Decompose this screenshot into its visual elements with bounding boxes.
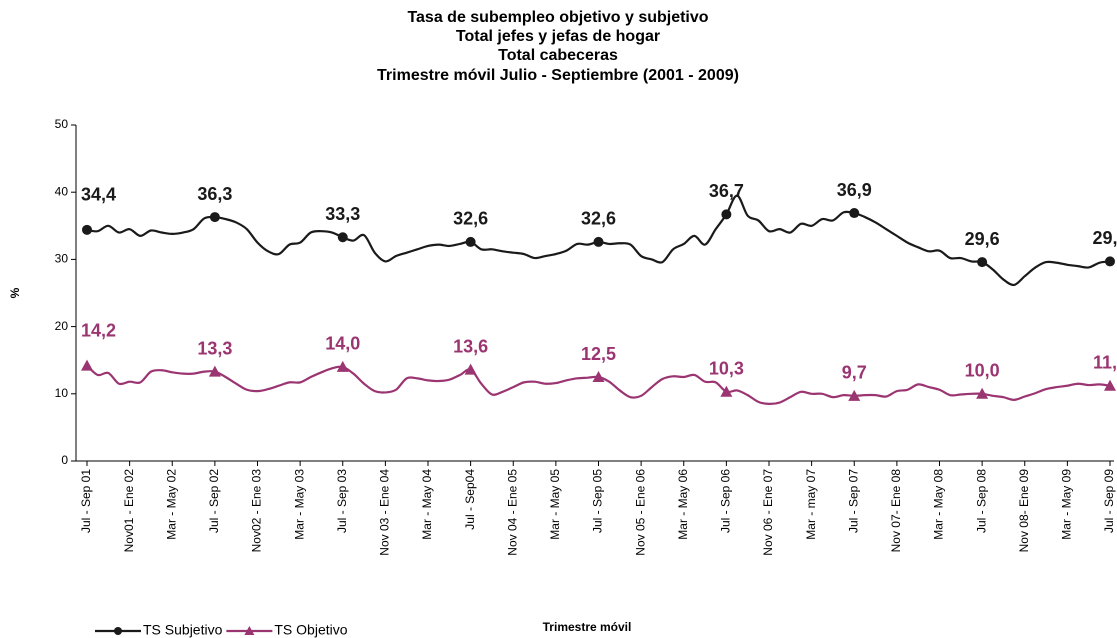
legend-label: TS Subjetivo — [143, 622, 223, 638]
marker — [81, 359, 93, 371]
data-label: 32,6 — [581, 209, 616, 229]
x-tick-label: Nov01 - Ene 02 — [122, 469, 136, 553]
x-tick-label: Jul - Sep 08 — [974, 469, 988, 533]
x-tick-label: Mar - May 06 — [676, 469, 690, 540]
x-tick-label: Mar - May 04 — [420, 469, 434, 540]
marker — [114, 627, 122, 635]
marker — [849, 208, 860, 219]
x-tick-label: Nov 03 - Ene 04 — [378, 469, 392, 556]
data-label: 36,7 — [709, 181, 744, 201]
x-tick-label: Jul - Sep 05 — [591, 469, 605, 533]
chart-title: Total jefes y jefas de hogar — [456, 28, 660, 45]
data-label: 13,3 — [197, 338, 232, 358]
x-tick-label: Nov 06 - Ene 07 — [761, 469, 775, 556]
x-tick-label: Nov 04 - Ene 05 — [505, 469, 519, 556]
y-tick-label: 20 — [55, 319, 69, 333]
x-tick-label: Jul - Sep 03 — [335, 469, 349, 533]
marker — [244, 626, 255, 635]
data-label: 13,6 — [453, 336, 488, 356]
y-tick-label: 40 — [55, 184, 69, 198]
marker — [208, 365, 221, 377]
x-tick-label: Nov 08- Ene 09 — [1017, 469, 1031, 553]
y-tick-label: 30 — [55, 252, 69, 266]
marker — [209, 212, 220, 223]
x-tick-label: Jul - Sep 06 — [719, 469, 733, 533]
x-tick-label: Mar - may 07 — [804, 469, 818, 540]
x-tick-label: Mar - May 05 — [548, 469, 562, 540]
marker — [977, 257, 988, 268]
marker — [336, 360, 349, 372]
y-tick-label: 50 — [55, 117, 69, 131]
data-label: 34,4 — [81, 185, 116, 205]
data-label: 14,0 — [325, 334, 360, 354]
data-label: 33,3 — [325, 204, 360, 224]
data-label: 32,6 — [453, 209, 488, 229]
marker — [82, 224, 92, 235]
marker — [720, 385, 733, 397]
data-label: 14,2 — [81, 320, 116, 340]
marker — [1104, 379, 1116, 391]
x-tick-label: Mar - May 03 — [292, 469, 306, 540]
marker — [464, 363, 477, 375]
data-label: 36,3 — [197, 184, 232, 204]
x-tick-label: Mar - May 08 — [932, 469, 946, 540]
data-label: 11,2 — [1093, 352, 1117, 372]
marker — [848, 389, 861, 401]
data-label: 12,5 — [581, 344, 616, 364]
marker — [1105, 256, 1115, 267]
x-tick-label: Jul - Sep 02 — [207, 469, 221, 533]
marker — [465, 236, 476, 247]
x-tick-label: Jul - Sep04 — [463, 469, 477, 530]
x-tick-label: Jul - Sep 09 — [1102, 469, 1116, 533]
x-tick-label: Mar - May 02 — [164, 469, 178, 540]
data-label: 29,6 — [965, 229, 1000, 249]
y-tick-label: 0 — [61, 453, 68, 467]
data-label: 10,3 — [709, 359, 744, 379]
y-axis-label: % — [8, 287, 22, 298]
x-tick-label: Nov02 - Ene 03 — [250, 469, 264, 553]
marker — [593, 236, 604, 247]
marker — [976, 387, 989, 399]
data-label: 29,7 — [1092, 228, 1117, 248]
x-tick-label: Nov 07- Ene 08 — [889, 469, 903, 553]
x-tick-label: Jul - Sep 01 — [79, 469, 93, 533]
x-tick-label: Jul - Sep 07 — [846, 469, 860, 533]
y-tick-label: 10 — [55, 386, 69, 400]
chart-title: Trimestre móvil Julio - Septiembre (2001… — [377, 67, 739, 84]
marker — [592, 371, 605, 382]
x-tick-label: Mar - May 09 — [1060, 469, 1074, 540]
data-label: 36,9 — [837, 180, 872, 200]
data-label: 9,7 — [842, 363, 867, 383]
legend-label: TS Objetivo — [274, 622, 347, 638]
x-axis-label: Trimestre móvil — [543, 620, 632, 634]
x-tick-label: Nov 05 - Ene 06 — [633, 469, 647, 556]
data-label: 10,0 — [965, 361, 1000, 381]
marker — [337, 232, 348, 243]
chart-title: Total cabeceras — [498, 47, 618, 64]
marker — [721, 209, 732, 220]
chart-title: Tasa de subempleo objetivo y subjetivo — [407, 9, 708, 26]
